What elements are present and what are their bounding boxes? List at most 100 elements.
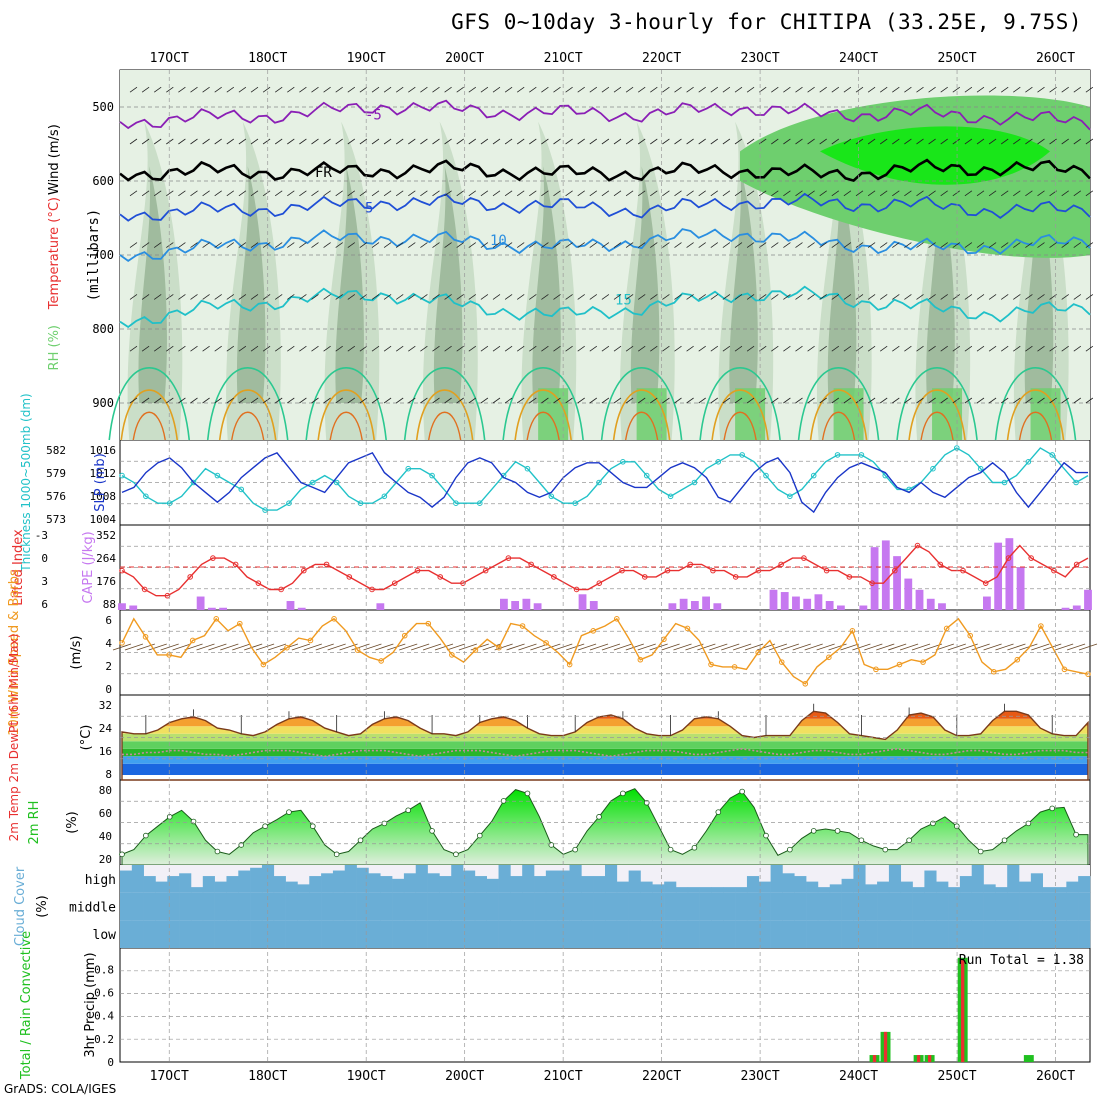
wind-barb	[565, 138, 573, 145]
thickness-point	[429, 472, 435, 479]
cloud-cell	[344, 865, 357, 893]
wind-barb	[516, 190, 525, 197]
wind-barb	[250, 397, 259, 404]
x-tick-bottom-24OCT: 24OCT	[839, 1069, 878, 1084]
cloud-cell	[1054, 920, 1067, 948]
cape-bar	[668, 603, 677, 610]
cloud-cell	[794, 892, 807, 921]
wind-speed-point	[590, 628, 597, 634]
cloud-cell	[534, 920, 547, 948]
wind-barb	[892, 294, 900, 300]
wind-barb	[202, 397, 210, 404]
sfc-barb	[733, 643, 752, 651]
wind-barb	[746, 397, 755, 404]
wind-barb	[129, 294, 138, 300]
wind-barb	[625, 345, 634, 352]
cape-bar	[893, 556, 901, 610]
wind-speed-point	[331, 616, 337, 622]
sfc-barb	[112, 643, 132, 651]
wind-barb	[964, 345, 973, 352]
x-tick-top-17OCT: 17OCT	[150, 51, 189, 66]
wind-barb	[904, 242, 912, 248]
wind-barb	[456, 294, 464, 300]
rh2m-point	[381, 820, 388, 827]
x-tick-bottom-21OCT: 21OCT	[544, 1069, 583, 1084]
x-tick-bottom-18OCT: 18OCT	[248, 1069, 287, 1084]
wind-barb	[347, 138, 356, 145]
wind-barb	[1073, 138, 1082, 145]
temp-band	[120, 700, 1090, 711]
wind-barb	[541, 397, 549, 404]
wind-units: (m/s)	[69, 636, 84, 670]
cape-bar	[814, 594, 823, 610]
slp-label: SLP (mb)	[93, 453, 108, 512]
wind-barb	[492, 397, 501, 404]
rh-shade-low	[735, 388, 766, 440]
wind-barb	[577, 397, 585, 404]
wind-tick: 2	[105, 660, 112, 673]
cloud-cell	[959, 876, 973, 893]
wind-barb	[650, 294, 658, 300]
cloud-cell	[877, 881, 890, 893]
cloud-cell	[285, 892, 298, 921]
wind-barb	[408, 138, 416, 145]
wind-speed-point	[849, 628, 856, 634]
wind-barb	[783, 397, 791, 404]
wind-speed-point	[826, 654, 832, 661]
sfc-barb	[899, 643, 919, 651]
contour-20	[206, 367, 289, 441]
wind-barb	[722, 397, 731, 404]
rh2m-point	[977, 848, 984, 855]
wind-barb	[1085, 190, 1094, 197]
wind-speed-point	[237, 620, 243, 627]
temp-label: 2m Temp 2m DewPt (6hr Min/Max)	[7, 634, 21, 842]
cloud-cell	[675, 892, 689, 921]
wind-barb	[879, 397, 888, 404]
wind-barb	[383, 397, 392, 404]
contour-20	[797, 367, 880, 441]
grads-credit: GrADS: COLA/IGES	[4, 1082, 117, 1096]
x-tick-bottom-19OCT: 19OCT	[347, 1069, 386, 1084]
cloud-cell	[131, 920, 144, 948]
wind-barb	[904, 86, 912, 93]
wind-barb	[166, 345, 174, 352]
wind-barb	[1085, 138, 1094, 145]
wind-barb	[831, 86, 840, 93]
sfc-barb	[399, 643, 418, 651]
cape-bar	[511, 601, 520, 610]
contour-25	[908, 389, 966, 441]
wind-barb	[395, 190, 404, 197]
wind-barb	[371, 138, 380, 145]
wind-barb	[299, 397, 307, 404]
wind-barb	[795, 294, 803, 300]
rh2m-point	[405, 807, 412, 814]
sfc-barb	[971, 643, 990, 651]
cloud-cell	[746, 876, 760, 893]
wind-barb	[710, 345, 719, 352]
wind-speed-point	[543, 640, 549, 646]
wind-barb	[238, 242, 247, 248]
lifted-point	[687, 561, 694, 568]
cloud-cell	[616, 881, 629, 893]
wind-barb	[238, 345, 247, 352]
wind-barb	[952, 190, 961, 197]
thickness-point	[977, 465, 984, 472]
thickness-point	[1025, 459, 1032, 465]
wind-barb	[529, 294, 537, 300]
sfc-barb	[327, 643, 346, 651]
lifted-tick: 0	[41, 552, 48, 565]
wind-barb	[408, 242, 416, 248]
sfc-barb	[1019, 643, 1038, 651]
cloud-cell	[770, 865, 783, 893]
cloud-cell	[250, 920, 263, 948]
wind-barb	[468, 138, 477, 145]
rh-shade-dark	[335, 166, 364, 403]
lifted-point	[232, 561, 239, 568]
y-tick-600: 600	[92, 174, 114, 188]
thickness-point	[143, 493, 149, 500]
wind-speed-point	[873, 666, 879, 673]
wind-barb	[153, 345, 162, 352]
cloud-cell	[817, 892, 831, 921]
wind-speed-point	[1038, 623, 1044, 629]
wind-barb	[565, 242, 573, 248]
